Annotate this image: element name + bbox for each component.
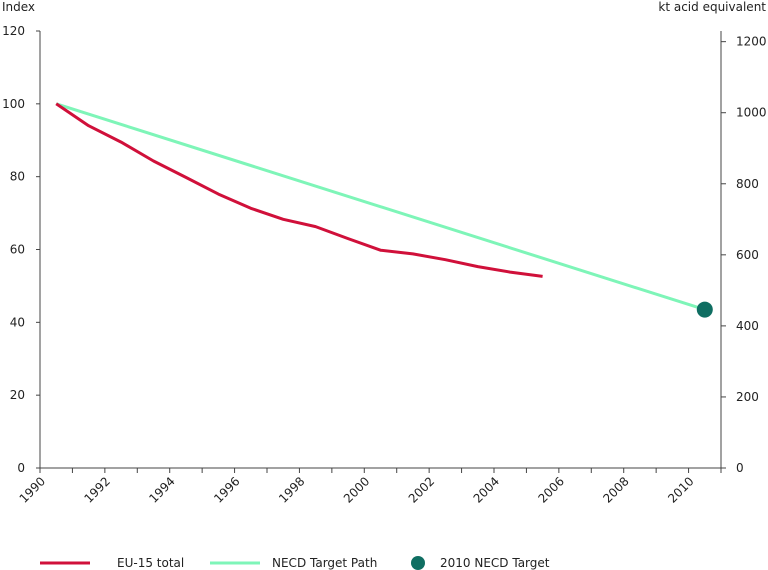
x-tick-label: 2000 <box>341 474 372 505</box>
left-tick-label: 0 <box>17 461 25 475</box>
right-axis-title: kt acid equivalent <box>658 0 766 14</box>
left-tick-label: 80 <box>10 170 25 184</box>
x-tick-label: 1996 <box>211 474 242 505</box>
x-tick-label: 2008 <box>600 474 631 505</box>
necd-target-path-line <box>55 102 706 312</box>
left-tick-label: 20 <box>10 388 25 402</box>
x-tick-label: 1990 <box>17 474 48 505</box>
right-tick-label: 1200 <box>736 35 767 49</box>
x-tick-label: 1994 <box>146 474 177 505</box>
right-tick-label: 400 <box>736 319 759 333</box>
eu15-total-line <box>55 102 543 278</box>
right-tick-label: 0 <box>736 461 744 475</box>
left-tick-label: 120 <box>2 24 25 38</box>
legend-label: EU-15 total <box>117 556 184 570</box>
legend-item-target-path: NECD Target Path <box>210 556 377 570</box>
x-tick-label: 1998 <box>276 474 307 505</box>
left-tick-label: 40 <box>10 315 25 329</box>
right-tick-label: 600 <box>736 248 759 262</box>
right-tick-label: 1000 <box>736 106 767 120</box>
legend: EU-15 total NECD Target Path 2010 NECD Tar… <box>40 556 550 570</box>
tick-marks <box>36 30 726 473</box>
tick-labels: 0204060801001200200400600800100012001990… <box>2 24 766 506</box>
x-tick-label: 1992 <box>81 474 112 505</box>
legend-item-target: 2010 NECD Target <box>411 556 550 570</box>
left-tick-label: 60 <box>10 243 25 257</box>
x-tick-label: 2002 <box>406 474 437 505</box>
legend-swatch <box>411 556 425 570</box>
x-tick-label: 2010 <box>665 474 696 505</box>
legend-label: 2010 NECD Target <box>440 556 550 570</box>
legend-label: NECD Target Path <box>272 556 377 570</box>
left-tick-label: 100 <box>2 97 25 111</box>
left-axis-title: Index <box>2 0 35 14</box>
series-layer <box>55 102 713 318</box>
target-point <box>696 301 713 318</box>
right-tick-label: 800 <box>736 177 759 191</box>
legend-item-eu15: EU-15 total <box>40 556 184 570</box>
x-tick-label: 2004 <box>471 474 502 505</box>
x-tick-label: 2006 <box>535 474 566 505</box>
right-tick-label: 200 <box>736 390 759 404</box>
